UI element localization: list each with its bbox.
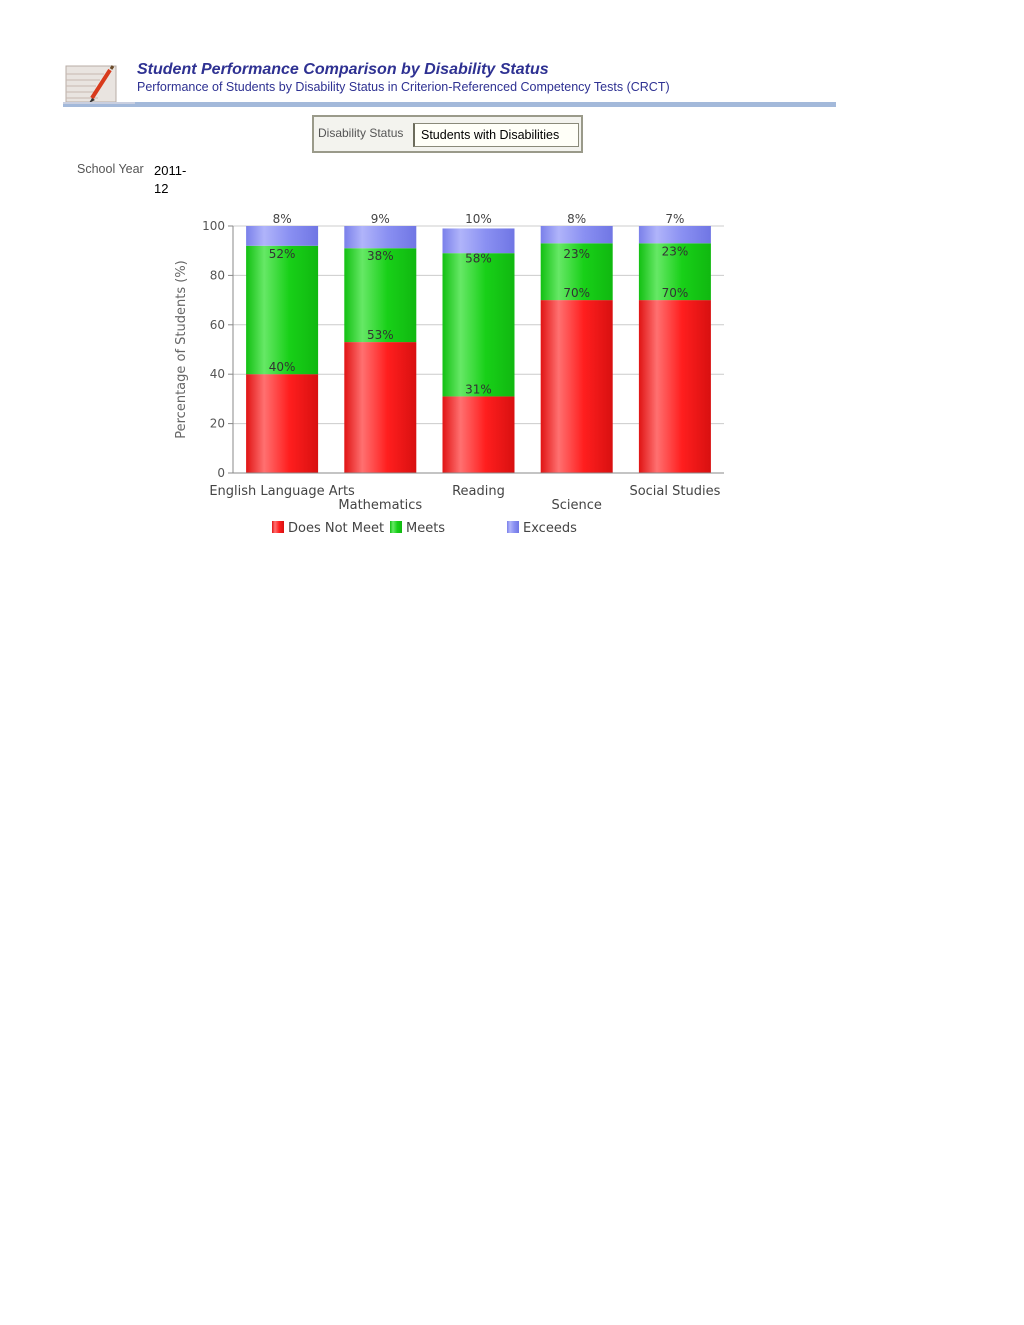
x-tick-label: English Language Arts <box>209 484 355 499</box>
data-label-meets: 38% <box>367 249 394 263</box>
school-year-label: School Year <box>77 162 144 176</box>
data-label-does-not-meet: 70% <box>662 286 689 300</box>
bar-does-not-meet <box>540 300 613 473</box>
disability-filter-panel: Disability Status Students with Disabili… <box>312 115 583 153</box>
school-year-value: 2011-12 <box>154 163 187 196</box>
y-tick-label: 0 <box>217 466 225 480</box>
y-axis-title: Percentage of Students (%) <box>174 260 189 439</box>
bar-does-not-meet <box>638 300 711 473</box>
legend-label-exceeds: Exceeds <box>523 521 577 536</box>
x-tick-label: Mathematics <box>338 498 422 513</box>
bar-exceeds <box>540 226 613 244</box>
bar-exceeds <box>638 226 711 244</box>
data-label-meets: 58% <box>465 252 492 266</box>
data-label-exceeds: 8% <box>567 212 586 226</box>
data-label-does-not-meet: 53% <box>367 328 394 342</box>
bar-does-not-meet <box>246 374 319 473</box>
header-icon <box>64 60 124 106</box>
bar-meets <box>540 243 613 301</box>
y-tick-label: 80 <box>210 268 225 282</box>
bar-exceeds <box>246 226 319 246</box>
x-tick-label: Social Studies <box>629 484 720 499</box>
y-tick-label: 60 <box>210 318 225 332</box>
bar-exceeds <box>442 228 515 254</box>
data-label-exceeds: 9% <box>371 212 390 226</box>
data-label-does-not-meet: 31% <box>465 382 492 396</box>
header-divider <box>63 102 836 107</box>
page-title: Student Performance Comparison by Disabi… <box>137 61 549 78</box>
legend-swatch-does-not-meet <box>272 521 284 533</box>
bar-meets <box>638 243 711 301</box>
legend-label-meets: Meets <box>406 521 445 536</box>
y-tick-label: 40 <box>210 367 225 381</box>
notebook-pencil-icon <box>65 65 117 103</box>
page-subtitle: Performance of Students by Disability St… <box>137 80 670 94</box>
bar-meets <box>442 253 515 397</box>
x-tick-label: Reading <box>452 484 505 499</box>
legend-label-does-not-meet: Does Not Meet <box>288 521 384 536</box>
data-label-exceeds: 10% <box>465 212 492 226</box>
data-label-meets: 23% <box>563 247 590 261</box>
bar-exceeds <box>344 226 417 249</box>
data-label-does-not-meet: 40% <box>269 360 296 374</box>
legend-swatch-meets <box>390 521 402 533</box>
data-label-does-not-meet: 70% <box>563 286 590 300</box>
disability-status-select[interactable]: Students with Disabilities <box>413 123 579 147</box>
data-label-meets: 23% <box>662 244 689 258</box>
disability-status-label: Disability Status <box>318 126 404 140</box>
bar-does-not-meet <box>442 396 515 473</box>
x-tick-label: Science <box>551 498 601 513</box>
legend-swatch-exceeds <box>507 521 519 533</box>
data-label-exceeds: 7% <box>665 212 684 226</box>
bar-meets <box>246 245 319 375</box>
data-label-meets: 52% <box>269 247 296 261</box>
y-tick-label: 100 <box>202 219 225 233</box>
data-label-exceeds: 8% <box>273 212 292 226</box>
y-tick-label: 20 <box>210 417 225 431</box>
bar-meets <box>344 248 417 343</box>
bar-does-not-meet <box>344 342 417 473</box>
stacked-bar-chart: 40% 52% 8% 53% 38% 9% 31% 58% 10% 70% 23% 8% 70% 23% 7… <box>174 212 724 536</box>
header-divider-accent <box>63 102 135 104</box>
